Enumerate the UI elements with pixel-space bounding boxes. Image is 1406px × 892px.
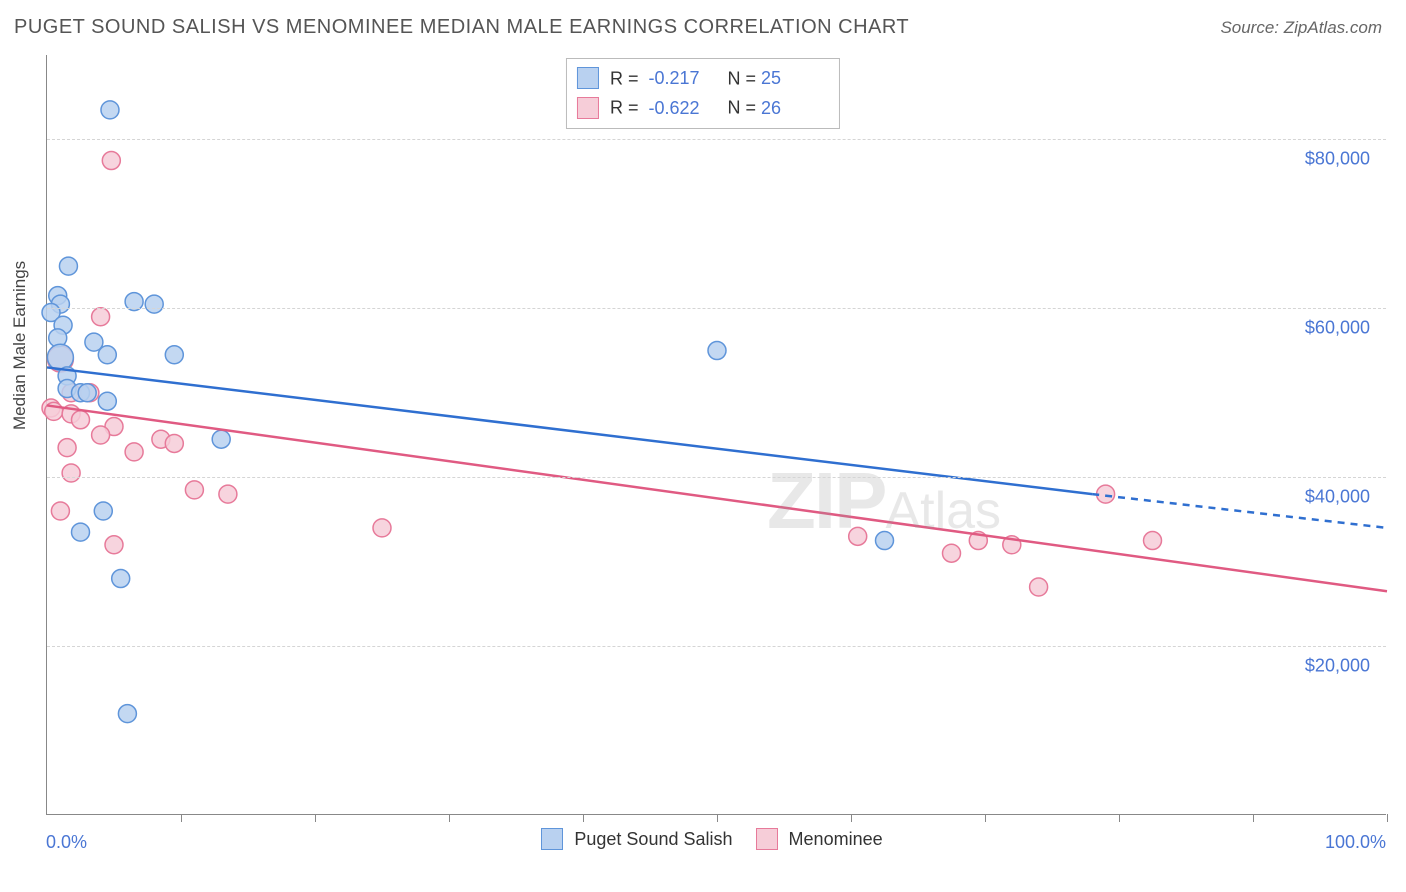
gridline	[47, 477, 1386, 478]
watermark: ZIPAtlas	[767, 455, 1001, 547]
data-point	[125, 443, 143, 461]
y-axis-label: Median Male Earnings	[10, 261, 30, 430]
data-point	[78, 384, 96, 402]
data-point	[62, 464, 80, 482]
y-tick-label: $60,000	[1305, 318, 1370, 339]
data-point	[59, 257, 77, 275]
stats-row-series2: R = -0.622 N = 26	[577, 92, 825, 121]
data-point	[92, 426, 110, 444]
data-point	[118, 705, 136, 723]
series-legend: Puget Sound Salish Menominee	[0, 828, 1406, 850]
data-point	[98, 346, 116, 364]
data-point	[58, 439, 76, 457]
data-point	[47, 344, 73, 370]
gridline	[47, 646, 1386, 647]
data-point	[105, 536, 123, 554]
data-point	[72, 523, 90, 541]
data-point	[708, 342, 726, 360]
data-point	[219, 485, 237, 503]
y-tick-label: $80,000	[1305, 149, 1370, 170]
swatch-series1	[577, 67, 599, 89]
gridline	[47, 308, 1386, 309]
data-point	[212, 430, 230, 448]
data-point	[94, 502, 112, 520]
x-tick	[717, 814, 718, 822]
data-point	[165, 346, 183, 364]
y-tick-label: $40,000	[1305, 487, 1370, 508]
chart-title: PUGET SOUND SALISH VS MENOMINEE MEDIAN M…	[14, 16, 909, 39]
data-point	[72, 411, 90, 429]
data-point	[145, 295, 163, 313]
legend-swatch-series2	[756, 828, 778, 850]
data-point	[1097, 485, 1115, 503]
legend-label-series2: Menominee	[789, 829, 883, 849]
x-tick	[1253, 814, 1254, 822]
swatch-series2	[577, 97, 599, 119]
y-tick-label: $20,000	[1305, 656, 1370, 677]
x-tick	[315, 814, 316, 822]
data-point	[101, 101, 119, 119]
data-point	[98, 392, 116, 410]
legend-label-series1: Puget Sound Salish	[574, 829, 732, 849]
stats-row-series1: R = -0.217 N = 25	[577, 63, 825, 92]
x-tick	[181, 814, 182, 822]
chart-svg	[47, 55, 1387, 815]
stats-legend: R = -0.217 N = 25 R = -0.622 N = 26	[566, 58, 840, 129]
plot-area: ZIPAtlas $20,000 $40,000 $60,000 $80,000	[46, 55, 1386, 815]
x-tick	[851, 814, 852, 822]
x-tick	[449, 814, 450, 822]
data-point	[1030, 578, 1048, 596]
data-point	[1144, 532, 1162, 550]
data-point	[373, 519, 391, 537]
data-point	[92, 308, 110, 326]
gridline	[47, 139, 1386, 140]
x-tick	[583, 814, 584, 822]
data-point	[102, 152, 120, 170]
legend-swatch-series1	[541, 828, 563, 850]
x-tick	[985, 814, 986, 822]
data-point	[185, 481, 203, 499]
data-point	[165, 434, 183, 452]
regression-line	[47, 405, 1387, 591]
x-tick	[1387, 814, 1388, 822]
x-tick	[1119, 814, 1120, 822]
data-point	[112, 570, 130, 588]
source-label: Source: ZipAtlas.com	[1220, 18, 1382, 38]
data-point	[51, 502, 69, 520]
